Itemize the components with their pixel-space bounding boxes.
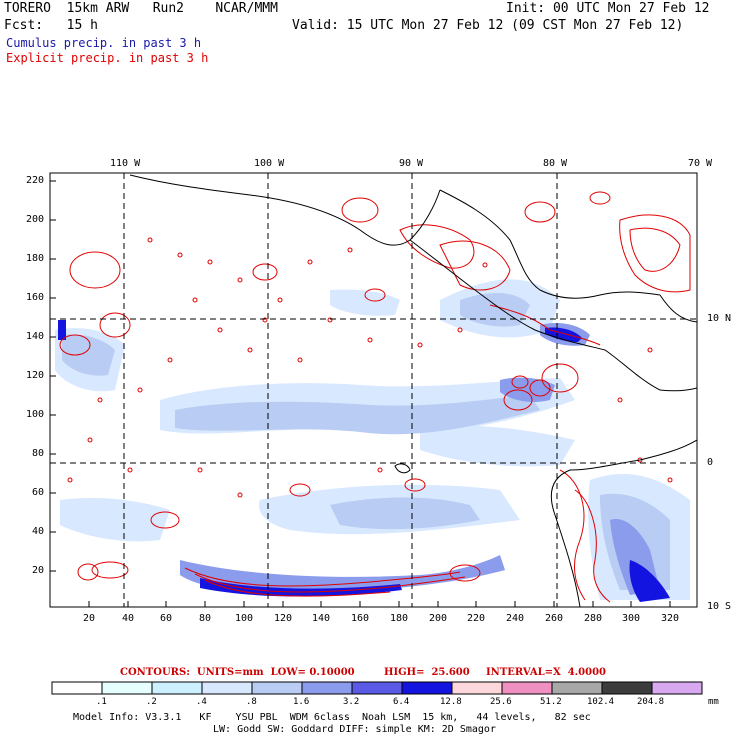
x-tick-240: 240	[506, 613, 525, 624]
lon-label-100w: 100 W	[254, 158, 285, 169]
colorbar-units: mm	[708, 697, 719, 707]
colorbar-label: 25.6	[490, 697, 512, 707]
colorbar-label: .1	[96, 697, 107, 707]
contour-units: CONTOURS: UNITS=mm LOW= 0.10000	[120, 667, 355, 678]
lat-label-0: 0	[707, 457, 714, 468]
x-tick-260: 260	[545, 613, 564, 624]
colorbar-label: .8	[246, 697, 257, 707]
map-frame	[49, 172, 698, 608]
cumulus-light-shading	[55, 279, 690, 600]
x-tick-180: 180	[390, 613, 409, 624]
x-tick-140: 140	[312, 613, 331, 624]
x-tick-200: 200	[429, 613, 448, 624]
y-tick-40: 40	[32, 526, 45, 537]
legend-cumulus: Cumulus precip. in past 3 h	[6, 36, 202, 50]
coastlines	[129, 174, 697, 607]
colorbar-label: 6.4	[393, 697, 410, 707]
colorbar-label: .4	[196, 697, 207, 707]
x-tick-160: 160	[351, 613, 370, 624]
graticule	[50, 173, 697, 607]
x-axis-ticks	[88, 601, 671, 607]
lon-label-110w: 110 W	[110, 158, 141, 169]
model-info: Model Info: V3.3.1 KF YSU PBL WDM 6class…	[73, 712, 591, 723]
physics-info: LW: Godd SW: Goddard DIFF: simple KM: 2D…	[213, 724, 496, 735]
cumulus-intense-shading	[58, 320, 670, 602]
init-time: Init: 00 UTC Mon 27 Feb 12	[506, 1, 710, 16]
colorbar-label: .2	[146, 697, 157, 707]
y-tick-80: 80	[32, 448, 45, 459]
y-tick-220: 220	[26, 175, 45, 186]
scattered-explicit-cells	[67, 237, 673, 498]
precip-fields	[55, 174, 697, 607]
cumulus-heavy-shading	[180, 323, 660, 595]
colorbar-label: 102.4	[587, 697, 615, 707]
x-tick-60: 60	[160, 613, 173, 624]
x-tick-300: 300	[622, 613, 641, 624]
legend-explicit: Explicit precip. in past 3 h	[6, 51, 209, 65]
x-tick-220: 220	[467, 613, 486, 624]
colorbar-label: 204.8	[637, 697, 665, 707]
valid-time: Valid: 15 UTC Mon 27 Feb 12 (09 CST Mon …	[292, 18, 684, 33]
y-tick-160: 160	[26, 292, 45, 303]
y-tick-200: 200	[26, 214, 45, 225]
lat-label-10s: 10 S	[707, 601, 732, 612]
y-tick-20: 20	[32, 565, 45, 576]
y-tick-60: 60	[32, 487, 45, 498]
contour-interval: INTERVAL=X 4.0000	[486, 667, 606, 678]
x-tick-280: 280	[584, 613, 603, 624]
colorbar-label: 51.2	[540, 697, 562, 707]
y-tick-180: 180	[26, 253, 45, 264]
colorbar-label: 12.8	[440, 697, 462, 707]
forecast-hour: Fcst: 15 h	[4, 18, 98, 33]
lon-label-90w: 90 W	[399, 158, 424, 169]
colorbar-label: 3.2	[343, 697, 360, 707]
y-axis-ticks	[50, 180, 56, 572]
y-tick-120: 120	[26, 370, 45, 381]
colorbar-label: 1.6	[293, 697, 310, 707]
model-title: TORERO 15km ARW Run2 NCAR/MMM	[4, 1, 278, 16]
lon-label-80w: 80 W	[543, 158, 568, 169]
x-tick-80: 80	[199, 613, 212, 624]
explicit-precip-contours	[59, 191, 691, 603]
x-tick-40: 40	[122, 613, 135, 624]
y-tick-100: 100	[26, 409, 45, 420]
x-tick-120: 120	[274, 613, 293, 624]
y-tick-140: 140	[26, 331, 45, 342]
x-tick-320: 320	[661, 613, 680, 624]
contour-high: HIGH= 25.600	[384, 667, 470, 678]
x-tick-20: 20	[83, 613, 96, 624]
lon-label-70w: 70 W	[688, 158, 713, 169]
lat-label-10n: 10 N	[707, 313, 732, 324]
x-tick-100: 100	[235, 613, 254, 624]
